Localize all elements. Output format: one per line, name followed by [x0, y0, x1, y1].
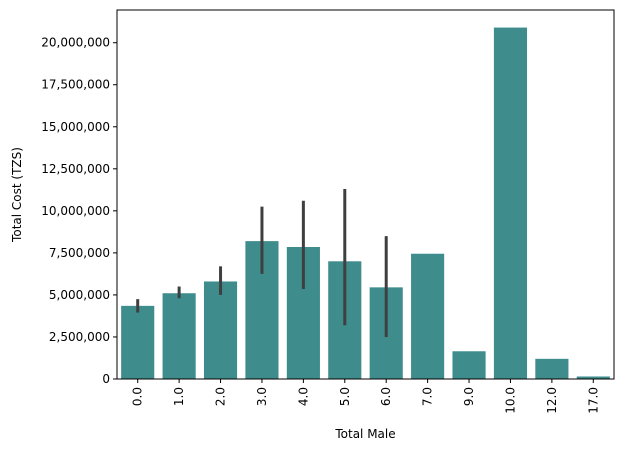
x-axis-label: Total Male — [334, 427, 395, 441]
x-tick-label: 12.0 — [545, 387, 559, 414]
y-tick-label: 5,000,000 — [49, 288, 110, 302]
x-tick-label: 5.0 — [338, 387, 352, 406]
x-tick-label: 3.0 — [255, 387, 269, 406]
y-axis: 0 2,500,000 5,000,000 7,500,000 10,000,000 12… — [41, 36, 117, 386]
bar — [162, 293, 196, 379]
y-tick-label: 10,000,000 — [41, 204, 110, 218]
y-tick-label: 20,000,000 — [41, 36, 110, 50]
y-tick-label: 0 — [102, 372, 110, 386]
bar — [121, 305, 155, 379]
bar — [203, 281, 238, 379]
x-tick-label: 9.0 — [462, 387, 476, 406]
bar — [452, 351, 486, 379]
y-tick-label: 7,500,000 — [49, 246, 110, 260]
bar — [576, 376, 610, 379]
y-tick-label: 2,500,000 — [49, 330, 110, 344]
x-tick-label: 4.0 — [296, 387, 310, 406]
bar — [535, 358, 569, 379]
y-tick-label: 12,500,000 — [41, 162, 110, 176]
y-axis-label: Total Cost (TZS) — [10, 147, 24, 243]
y-tick-label: 17,500,000 — [41, 78, 110, 92]
bar — [411, 253, 445, 379]
x-tick-label: 7.0 — [421, 387, 435, 406]
x-tick-label: 10.0 — [503, 387, 517, 414]
y-tick-label: 15,000,000 — [41, 120, 110, 134]
x-tick-label: 6.0 — [379, 387, 393, 406]
x-tick-label: 17.0 — [586, 387, 600, 414]
x-tick-label: 0.0 — [131, 387, 145, 406]
plot-frame — [116, 9, 615, 380]
x-tick-label: 2.0 — [214, 387, 228, 406]
x-tick-label: 1.0 — [172, 387, 186, 406]
error-bars-group — [136, 188, 388, 337]
bars-group — [121, 27, 610, 379]
x-axis: 0.0 1.0 2.0 3.0 4.0 5.0 6.0 7.0 9.0 10.0 12.0 17.0 — [131, 379, 600, 414]
bar — [493, 27, 528, 379]
